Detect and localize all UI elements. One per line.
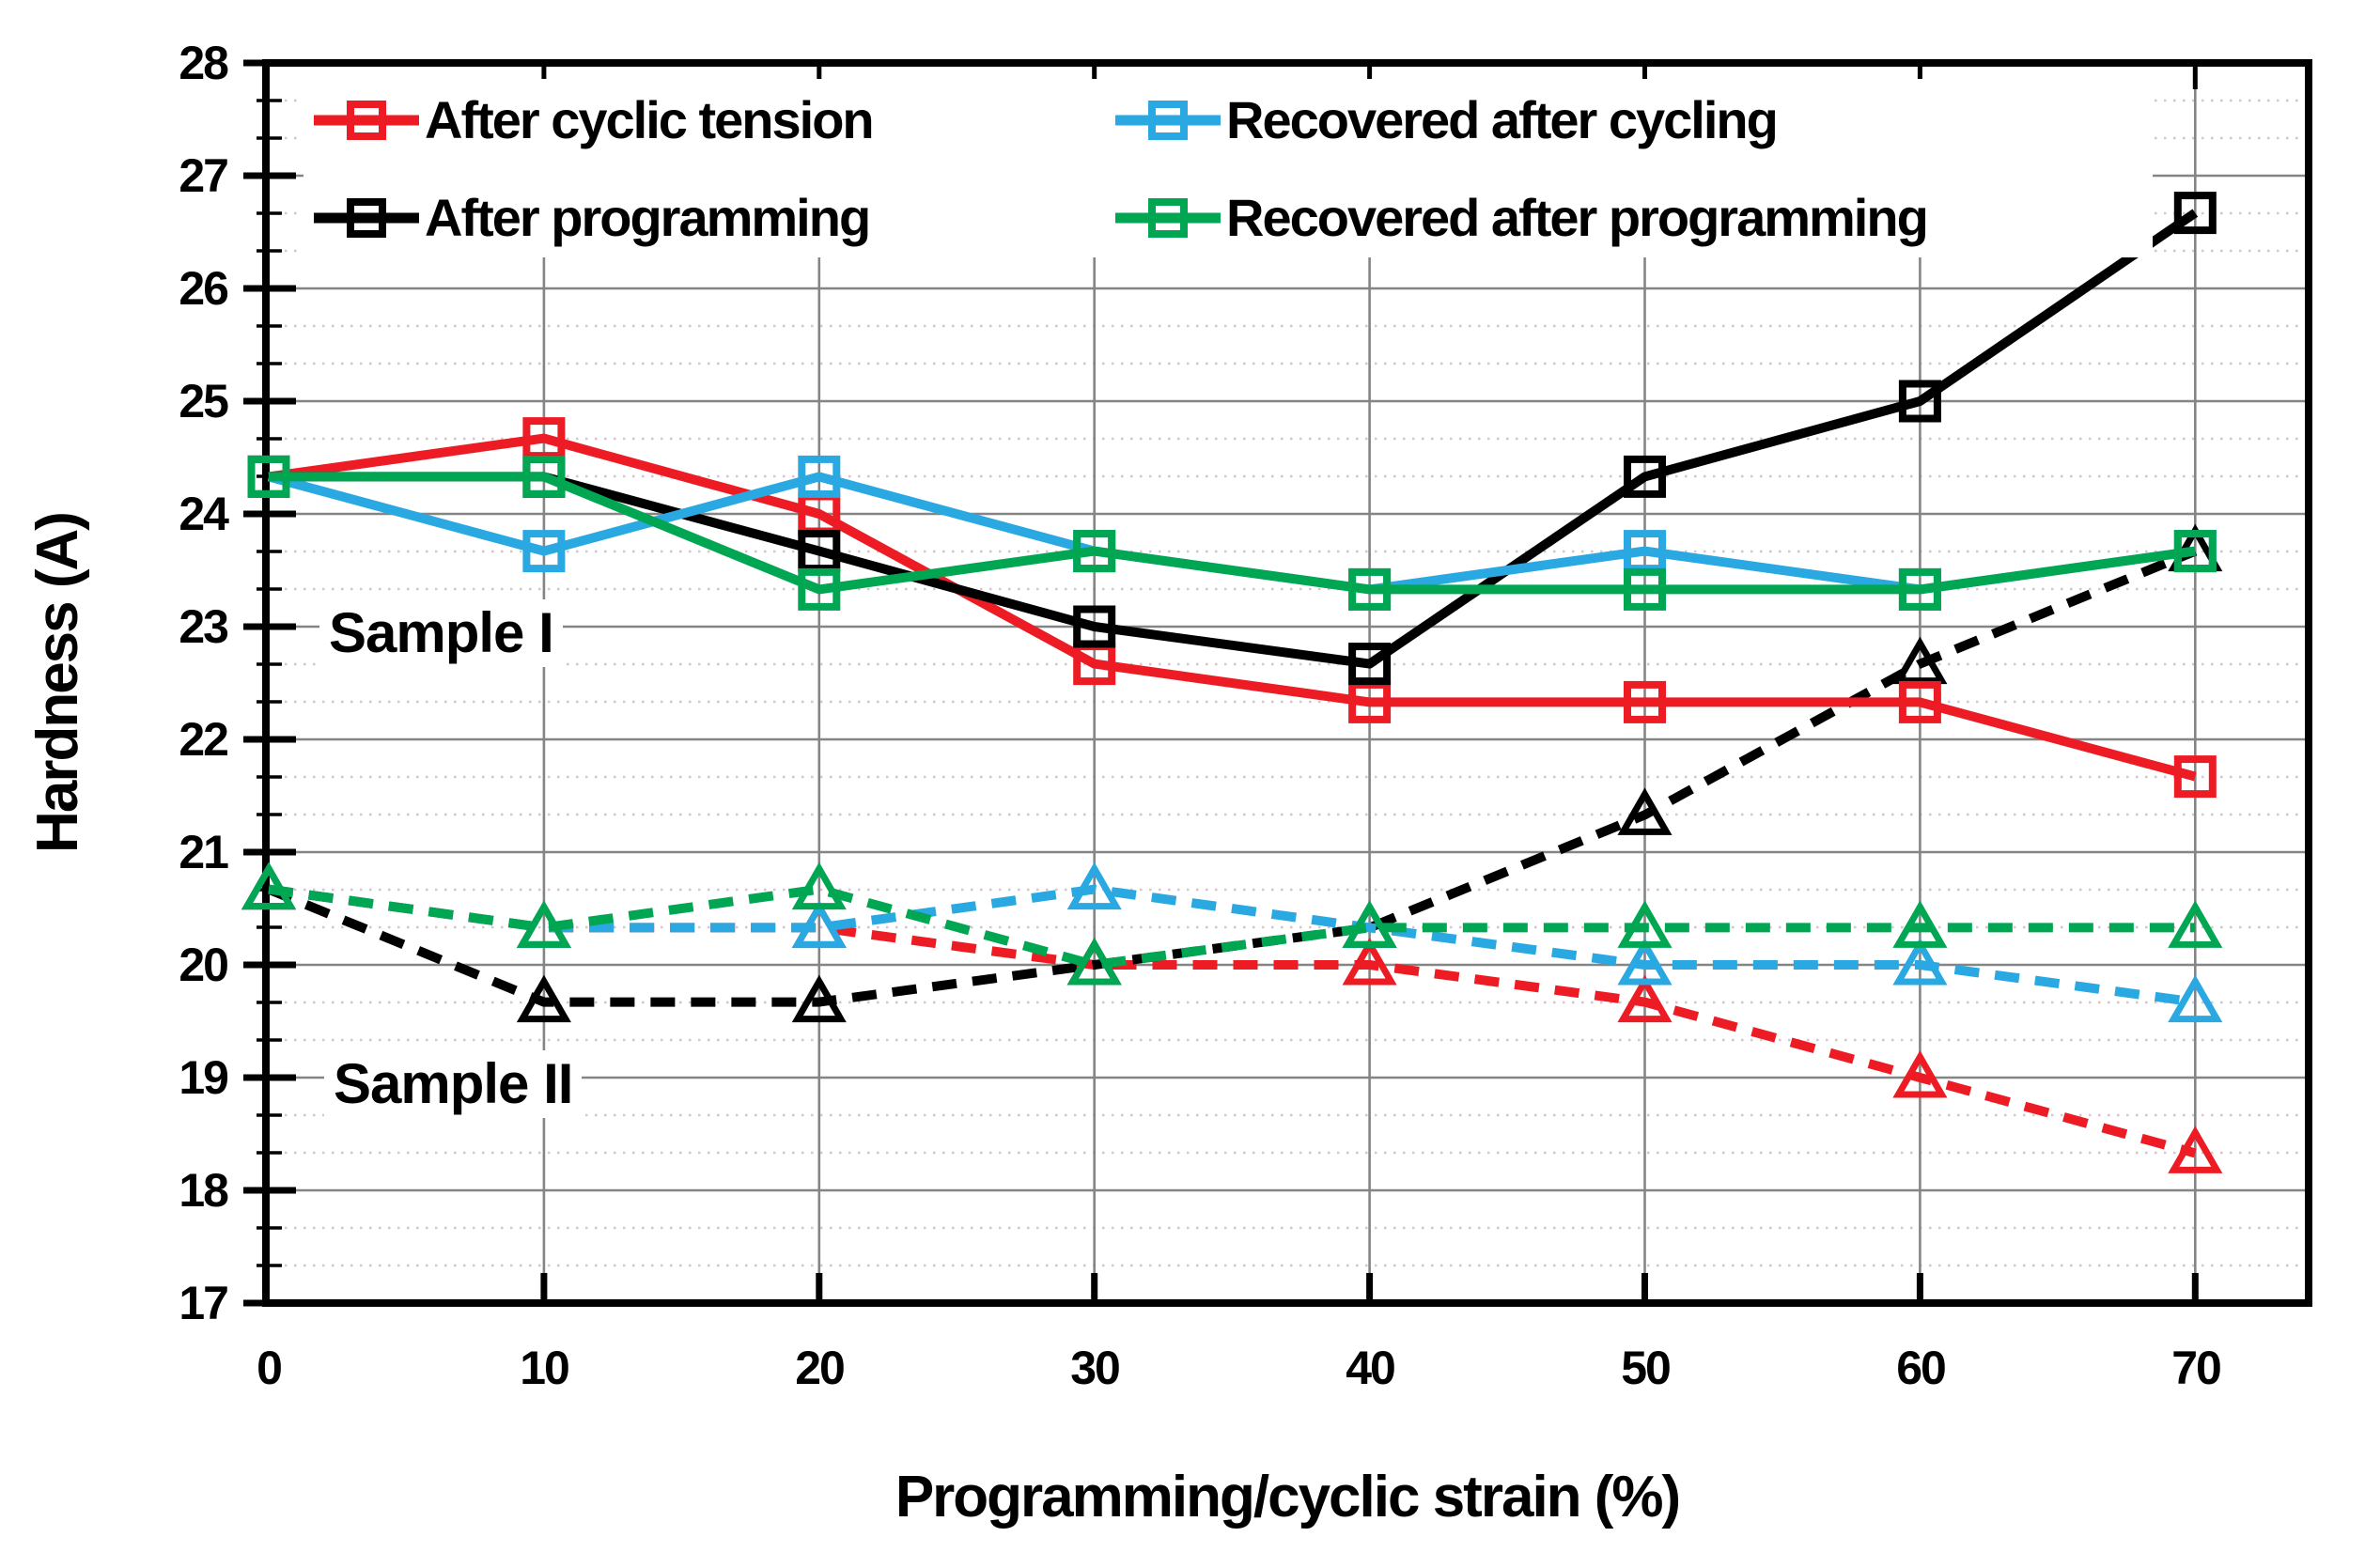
y-tick-19: 19 xyxy=(179,1051,229,1104)
x-tick-50: 50 xyxy=(1621,1342,1672,1394)
y-tick-28: 28 xyxy=(179,37,229,89)
legend-label: Recovered after programming xyxy=(1226,188,1929,247)
x-tick-40: 40 xyxy=(1346,1342,1396,1394)
x-tick-70: 70 xyxy=(2171,1342,2222,1394)
legend-swatch-square-icon xyxy=(1115,198,1221,238)
legend-swatch-square-icon xyxy=(1115,101,1221,140)
y-tick-17: 17 xyxy=(179,1277,229,1329)
series-I-recovered-after-programming xyxy=(247,455,2217,611)
legend-label: Recovered after cycling xyxy=(1226,90,1779,149)
y-axis-title: Hardness (A) xyxy=(25,513,90,853)
legend-background xyxy=(303,79,2153,257)
x-axis-title: Programming/cyclic strain (%) xyxy=(895,1465,1681,1529)
x-tick-60: 60 xyxy=(1896,1342,1947,1394)
x-tick-30: 30 xyxy=(1070,1342,1121,1394)
y-tick-25: 25 xyxy=(179,375,229,427)
legend-swatch-square-icon xyxy=(314,198,419,238)
y-tick-26: 26 xyxy=(179,262,229,315)
series-II-recovered-after-programming xyxy=(241,862,2223,986)
x-tick-0: 0 xyxy=(257,1342,283,1394)
y-tick-27: 27 xyxy=(179,149,229,202)
x-tick-10: 10 xyxy=(520,1342,570,1394)
y-tick-21: 21 xyxy=(179,826,229,878)
annotation-sample-2: Sample II xyxy=(324,1050,583,1118)
y-tick-22: 22 xyxy=(179,713,229,766)
y-tick-23: 23 xyxy=(179,600,229,653)
x-tick-20: 20 xyxy=(795,1342,846,1394)
legend-label: After cyclic tension xyxy=(425,90,875,149)
y-tick-24: 24 xyxy=(179,488,229,540)
annotation-sample-1: Sample I xyxy=(319,599,563,667)
legend-label: After programming xyxy=(425,188,871,247)
y-tick-20: 20 xyxy=(179,939,229,991)
legend-swatch-square-icon xyxy=(314,101,419,140)
y-tick-18: 18 xyxy=(179,1164,229,1217)
